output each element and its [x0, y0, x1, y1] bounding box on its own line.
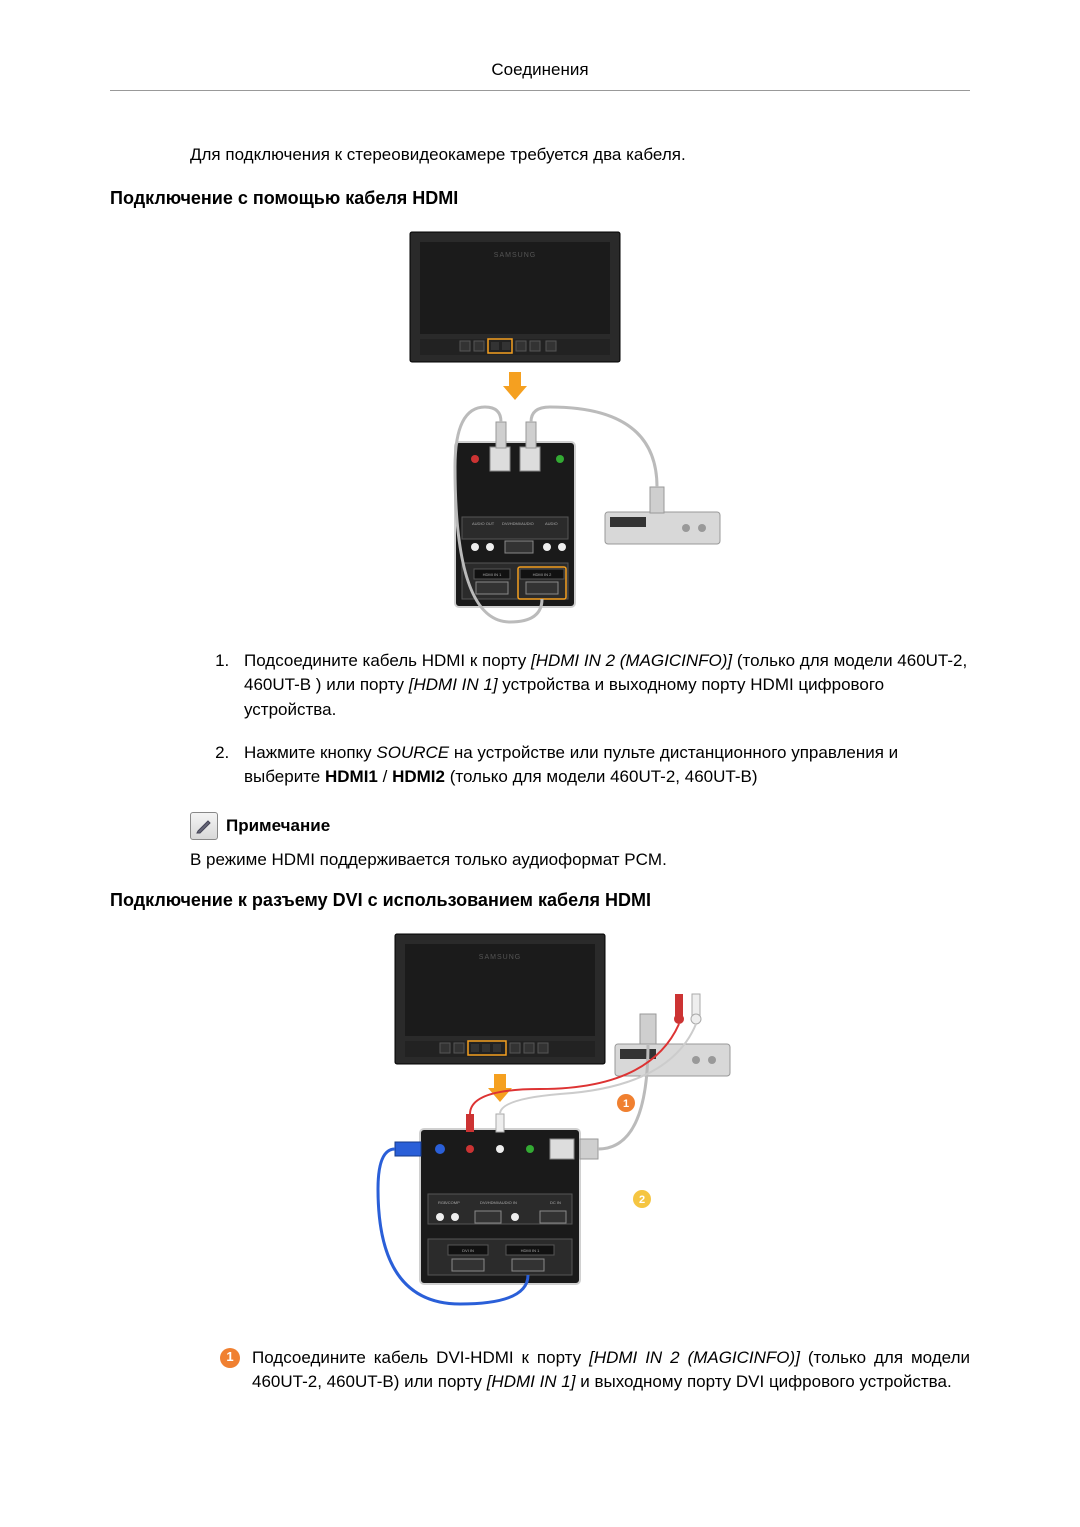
- svg-text:RGB/COMP: RGB/COMP: [438, 1200, 460, 1205]
- intro-text: Для подключения к стереовидеокамере треб…: [190, 143, 970, 168]
- dvi-diagram-svg: SAMSUNG: [340, 929, 740, 1324]
- c1-em1: [HDMI IN 2 (MAGICINFO)]: [589, 1348, 800, 1367]
- step2-post: (только для модели 460UT-2, 460UT-B): [445, 767, 758, 786]
- svg-text:DVI/HDMI/AUDIO IN: DVI/HDMI/AUDIO IN: [480, 1200, 517, 1205]
- note-label: Примечание: [226, 816, 330, 836]
- callout-1-num: 1: [226, 1348, 233, 1367]
- c1-post: и выходному порту DVI цифрового устройст…: [576, 1372, 952, 1391]
- svg-text:AUDIO: AUDIO: [545, 521, 558, 526]
- diagram-hdmi: SAMSUNG: [110, 227, 970, 627]
- step2-pre: Нажмите кнопку: [244, 743, 376, 762]
- callout-1-icon: 1: [220, 1348, 240, 1368]
- hdmi-diagram-svg: SAMSUNG: [350, 227, 730, 627]
- svg-text:AUDIO OUT: AUDIO OUT: [472, 521, 495, 526]
- svg-text:HDMI IN 1: HDMI IN 1: [483, 572, 502, 577]
- step-1: Подсоедините кабель HDMI к порту [HDMI I…: [234, 649, 970, 723]
- svg-text:DC IN: DC IN: [550, 1200, 561, 1205]
- callout-1-text: Подсоедините кабель DVI-HDMI к порту [HD…: [252, 1346, 970, 1395]
- svg-text:1: 1: [623, 1098, 629, 1110]
- note-body: В режиме HDMI поддерживается только ауди…: [190, 850, 970, 870]
- svg-text:HDMI IN 1: HDMI IN 1: [521, 1248, 540, 1253]
- page: Соединения Для подключения к стереовидео…: [0, 0, 1080, 1527]
- step2-b2: HDMI2: [392, 767, 445, 786]
- section2-title: Подключение к разъему DVI с использовани…: [110, 890, 970, 911]
- callout-1: 1 Подсоедините кабель DVI-HDMI к порту […: [220, 1346, 970, 1395]
- note-row: Примечание: [190, 812, 970, 840]
- svg-text:SAMSUNG: SAMSUNG: [479, 954, 521, 961]
- c1-pre: Подсоедините кабель DVI-HDMI к порту: [252, 1348, 589, 1367]
- svg-text:DVI/HDMI/AUDIO: DVI/HDMI/AUDIO: [502, 521, 534, 526]
- step1-em1: [HDMI IN 2 (MAGICINFO)]: [531, 651, 732, 670]
- step1-pre: Подсоедините кабель HDMI к порту: [244, 651, 531, 670]
- svg-text:SAMSUNG: SAMSUNG: [494, 252, 536, 259]
- diagram-dvi: SAMSUNG: [110, 929, 970, 1324]
- section1-title: Подключение с помощью кабеля HDMI: [110, 188, 970, 209]
- svg-text:DVI IN: DVI IN: [462, 1248, 474, 1253]
- svg-text:HDMI IN 2: HDMI IN 2: [533, 572, 552, 577]
- page-header: Соединения: [110, 60, 970, 91]
- svg-text:2: 2: [639, 1194, 645, 1206]
- c1-em2: [HDMI IN 1]: [487, 1372, 576, 1391]
- header-title: Соединения: [491, 60, 588, 79]
- step2-em1: SOURCE: [376, 743, 449, 762]
- step2-sep: /: [378, 767, 392, 786]
- section1-steps: Подсоедините кабель HDMI к порту [HDMI I…: [210, 649, 970, 790]
- step2-b1: HDMI1: [325, 767, 378, 786]
- note-icon: [190, 812, 218, 840]
- step1-em2: [HDMI IN 1]: [409, 675, 498, 694]
- step-2: Нажмите кнопку SOURCE на устройстве или …: [234, 741, 970, 790]
